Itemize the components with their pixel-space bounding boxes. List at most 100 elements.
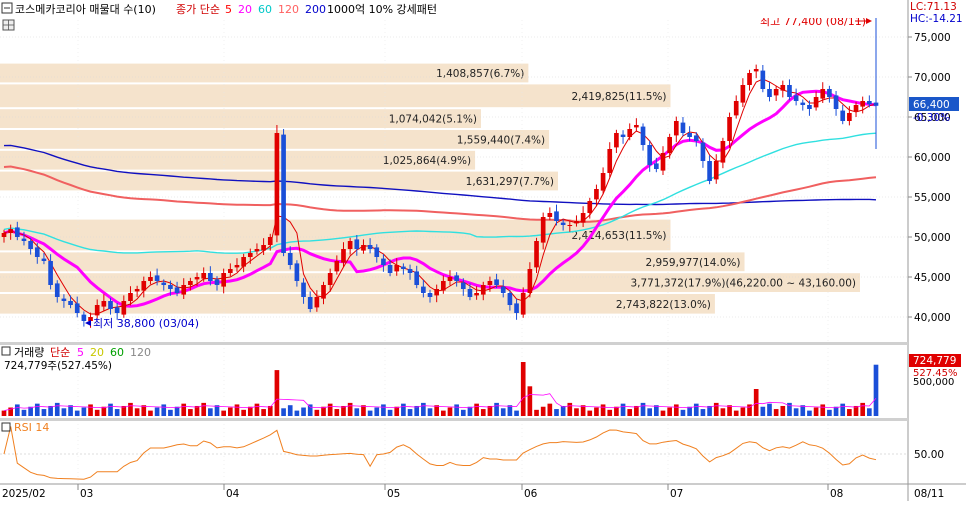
candle-body <box>667 137 672 153</box>
volume-bar <box>161 404 167 416</box>
candle-body <box>700 142 706 161</box>
candle-body <box>747 73 752 85</box>
volume-bar <box>813 407 819 416</box>
candle-body <box>254 249 260 252</box>
candle-body <box>287 253 293 265</box>
volume-bar <box>574 408 579 416</box>
x-month-label: 04 <box>226 488 240 500</box>
ma-prefix: 종가 단순 <box>176 3 220 16</box>
x-start-label: 2025/02 <box>2 488 46 500</box>
volume-bar <box>88 404 93 416</box>
volume-bar <box>540 406 546 416</box>
volume-bar <box>840 403 846 416</box>
volume-bar <box>474 403 479 416</box>
volume-bar <box>480 409 486 416</box>
volume-ma-legend-item: 5 <box>77 346 84 359</box>
volume-bar <box>294 410 300 416</box>
price-tick-label: 70,000 <box>914 72 951 84</box>
volume-bar <box>414 405 420 416</box>
volume-bar <box>447 407 453 416</box>
candle-body <box>560 222 566 225</box>
candle-body <box>773 89 779 96</box>
candle-body <box>733 101 739 116</box>
candle-body <box>460 282 466 289</box>
volume-bar <box>128 402 133 416</box>
ma-120-line <box>3 165 877 223</box>
volume-bar <box>101 406 107 416</box>
current-price: 66,400 <box>913 99 950 111</box>
volume-bar <box>341 405 346 416</box>
volume-bar <box>807 410 812 416</box>
candle-body <box>867 101 872 105</box>
candle-body <box>81 314 87 321</box>
high-arrow-icon <box>866 18 872 24</box>
candle-body <box>168 285 173 289</box>
candle-body <box>447 277 453 281</box>
candle-body <box>41 258 47 261</box>
candle-body <box>374 247 380 257</box>
x-month-label: 07 <box>670 488 683 500</box>
volume-bar <box>507 405 513 416</box>
candle-body <box>634 125 639 128</box>
candle-body <box>800 102 806 105</box>
volume-bar <box>713 402 719 416</box>
ma-5-line <box>3 78 877 315</box>
volume-bar <box>374 407 380 416</box>
candle-body <box>54 283 60 297</box>
candlesticks[interactable] <box>1 17 879 328</box>
volume-bar <box>347 402 353 416</box>
volume-bar <box>753 389 759 416</box>
x-month-label: 06 <box>524 488 538 500</box>
ma-20-line <box>3 89 877 308</box>
volume-bar <box>647 408 653 416</box>
rsi-title: RSI 14 <box>14 421 49 434</box>
candle-body <box>227 269 233 273</box>
volume-bar <box>627 409 633 416</box>
volume-bar <box>281 408 286 416</box>
volume-profile-bar <box>0 130 550 149</box>
candle-body <box>94 305 100 316</box>
volume-bar <box>28 406 33 416</box>
candle-body <box>301 282 306 297</box>
volume-bar <box>421 402 426 416</box>
volume-bar <box>14 404 20 416</box>
candle-body <box>121 301 127 315</box>
volume-bar <box>494 402 499 416</box>
ma-legend: 5 20 60 120 200 <box>225 3 326 16</box>
volume-bar <box>580 405 586 416</box>
price-tick-label: 55,000 <box>914 192 951 204</box>
volume-bar <box>567 402 573 416</box>
volume-bar <box>867 408 872 416</box>
candle-body <box>327 273 333 285</box>
candle-body <box>474 293 479 296</box>
volume-profile-label: 1,074,042(5.1%) <box>389 114 477 126</box>
volume-collapse-icon <box>1 346 11 356</box>
candle-body <box>181 285 187 295</box>
volume-profile-bar <box>0 273 860 292</box>
volume-bar <box>208 408 213 416</box>
candle-body <box>128 293 133 301</box>
volume-bar <box>654 405 659 416</box>
candle-body <box>580 213 586 223</box>
ma-60-line <box>3 132 877 254</box>
candle-body <box>654 163 659 169</box>
volume-bar <box>287 405 293 416</box>
candle-body <box>594 189 599 200</box>
volume-bar <box>793 408 799 416</box>
candle-body <box>873 102 879 106</box>
volume-bar <box>327 403 333 416</box>
rsi-panel: RSI 14 50.00 <box>0 421 944 480</box>
candle-body <box>108 301 113 309</box>
candle-body <box>208 273 213 281</box>
volume-bar <box>274 370 280 416</box>
candle-body <box>620 134 626 137</box>
volume-bar <box>740 407 746 416</box>
candle-body <box>547 213 553 217</box>
low-arrow-icon <box>85 320 91 326</box>
volume-profile-label: 1,025,864(4.9%) <box>383 155 471 167</box>
volume-bar <box>354 408 360 416</box>
volume-bar <box>820 404 826 416</box>
volume-bar <box>527 386 533 416</box>
volume-title: 거래량 <box>14 346 44 359</box>
candle-body <box>201 273 207 279</box>
